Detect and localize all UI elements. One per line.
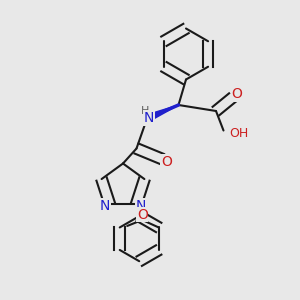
Text: N: N	[144, 111, 154, 125]
Text: N: N	[100, 199, 110, 213]
Text: OH: OH	[230, 127, 249, 140]
Text: O: O	[232, 88, 242, 101]
Text: N: N	[136, 199, 146, 213]
Text: O: O	[137, 208, 148, 222]
Text: O: O	[161, 155, 172, 169]
Text: H: H	[141, 106, 150, 116]
Polygon shape	[146, 105, 178, 122]
